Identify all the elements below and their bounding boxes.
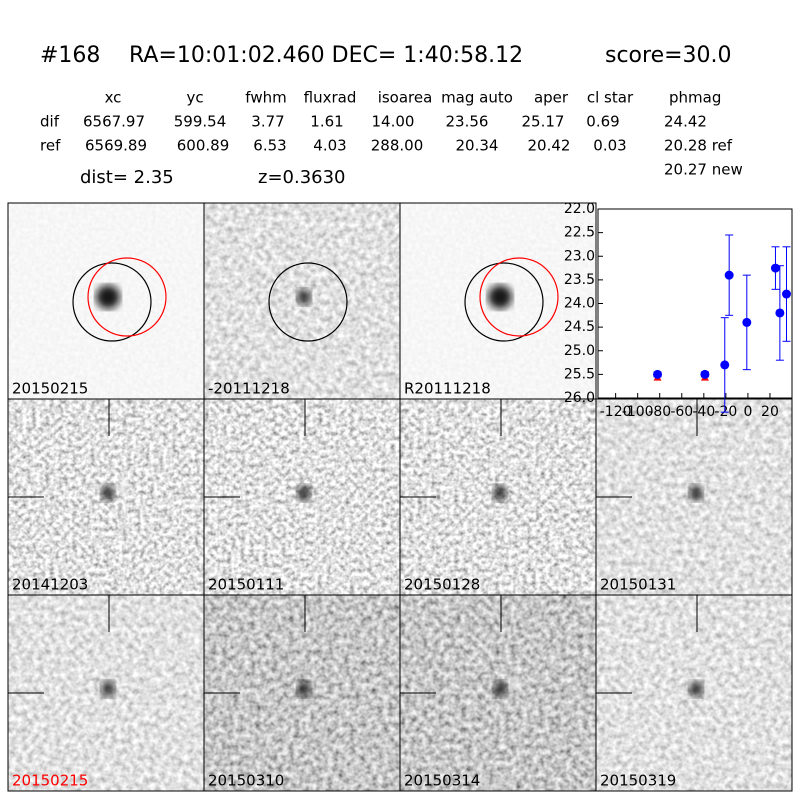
source-blob xyxy=(101,485,115,501)
x-tick-label: -40 xyxy=(692,404,715,420)
row-label: dif xyxy=(40,113,60,131)
panel-label: 20150131 xyxy=(600,576,676,594)
panel-label: R20111218 xyxy=(404,380,491,398)
y-tick-label: 25.0 xyxy=(564,343,595,359)
y-tick-label: 23.0 xyxy=(564,248,595,264)
column-header: yc xyxy=(186,89,203,107)
source-blob xyxy=(96,285,120,309)
y-tick-label: 23.5 xyxy=(564,272,595,288)
point xyxy=(653,369,663,379)
y-tick-label: 26.0 xyxy=(564,390,595,406)
residual-bright xyxy=(706,674,716,692)
x-tick-label: -100 xyxy=(622,404,654,420)
source-blob xyxy=(488,285,512,309)
table-cell: 288.00 xyxy=(371,137,424,155)
point xyxy=(742,317,752,327)
table-cell: 25.17 xyxy=(522,113,565,131)
source-blob xyxy=(101,681,115,697)
source-blob xyxy=(297,289,311,305)
panel-label: -20111218 xyxy=(208,380,290,398)
y-tick-label: 22.5 xyxy=(564,225,595,241)
source-blob xyxy=(689,681,703,697)
source-blob xyxy=(493,485,507,501)
column-header: mag auto xyxy=(441,89,513,107)
table-cell: 1.61 xyxy=(310,113,343,131)
column-header: fwhm xyxy=(245,89,286,107)
table-cell: 599.54 xyxy=(174,113,227,131)
x-tick-label: -80 xyxy=(648,404,671,420)
x-tick-label: 20 xyxy=(761,404,779,420)
table-cell: 6567.97 xyxy=(83,113,145,131)
residual-bright xyxy=(118,478,128,496)
x-tick-label: -60 xyxy=(670,404,693,420)
table-cell: 0.69 xyxy=(586,113,619,131)
point xyxy=(775,308,785,318)
redshift: z=0.3630 xyxy=(258,167,346,188)
panel-label: 20150215 xyxy=(12,380,88,398)
table-cell: 14.00 xyxy=(372,113,415,131)
column-header: aper xyxy=(534,89,569,107)
panel-label: 20150215 xyxy=(12,772,88,790)
column-header: isoarea xyxy=(378,89,433,107)
panel-label: 20150314 xyxy=(404,772,480,790)
distance: dist= 2.35 xyxy=(80,167,174,188)
table-cell: 20.28 ref xyxy=(664,137,733,155)
row-label: ref xyxy=(40,137,61,155)
point xyxy=(770,263,780,273)
panel-label: 20150310 xyxy=(208,772,284,790)
panel-frame xyxy=(595,594,793,792)
table-cell: 6569.89 xyxy=(85,137,147,155)
table-cell: 6.53 xyxy=(253,137,286,155)
panel-label: 20150128 xyxy=(404,576,480,594)
table-cell: 23.56 xyxy=(446,113,489,131)
object-id: #168 xyxy=(40,43,100,68)
source-blob xyxy=(689,485,703,501)
y-tick-label: 22.0 xyxy=(564,201,595,217)
source-blob xyxy=(297,485,311,501)
y-tick-label: 24.5 xyxy=(564,319,595,335)
phmag-new: 20.27 new xyxy=(664,161,743,179)
table-cell: 0.03 xyxy=(593,137,626,155)
table-cell: 600.89 xyxy=(177,137,230,155)
column-header: phmag xyxy=(669,89,721,107)
panel-label: 20150111 xyxy=(208,576,284,594)
panel-label: 20141203 xyxy=(12,576,88,594)
point xyxy=(720,360,730,370)
residual-bright xyxy=(510,674,520,692)
x-tick-label: 0 xyxy=(743,404,752,420)
aperture-black xyxy=(268,262,348,342)
point xyxy=(724,270,734,280)
coordinates: RA=10:01:02.460 DEC= 1:40:58.12 xyxy=(129,43,523,68)
source-blob xyxy=(297,681,311,697)
y-tick-label: 25.5 xyxy=(564,366,595,382)
plot-frame xyxy=(597,208,793,399)
column-header: fluxrad xyxy=(304,89,357,107)
source-blob xyxy=(493,681,507,697)
x-tick-label: -120 xyxy=(600,404,632,420)
column-header: cl star xyxy=(587,89,634,107)
table-cell: 20.34 xyxy=(456,137,499,155)
plot-bg xyxy=(598,209,792,398)
y-tick-label: 24.0 xyxy=(564,296,595,312)
table-cell: 20.42 xyxy=(528,137,571,155)
score: score=30.0 xyxy=(605,43,732,68)
table-cell: 4.03 xyxy=(313,137,346,155)
aperture-red xyxy=(87,257,167,337)
point xyxy=(781,289,791,299)
aperture-black xyxy=(464,262,544,342)
table-cell: 3.77 xyxy=(251,113,284,131)
column-header: xc xyxy=(105,89,122,107)
aperture-red xyxy=(479,257,559,337)
point xyxy=(700,369,710,379)
panel-label: 20150319 xyxy=(600,772,676,790)
table-cell: 24.42 xyxy=(664,113,707,131)
aperture-black xyxy=(72,262,152,342)
